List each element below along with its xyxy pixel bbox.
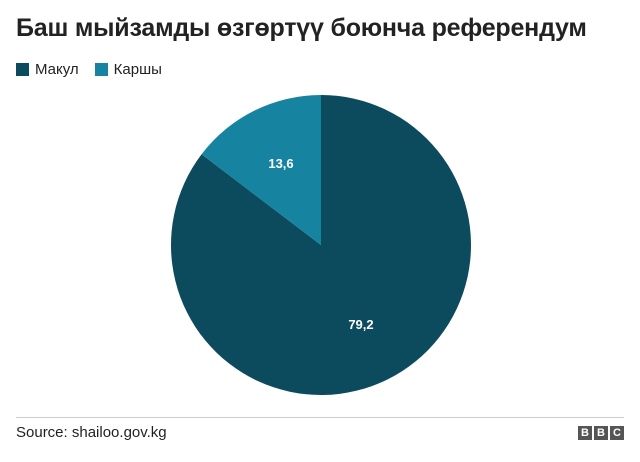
legend-label-makul: Макул bbox=[35, 61, 79, 78]
footer-divider bbox=[16, 417, 624, 418]
legend-swatch-makul bbox=[16, 63, 29, 76]
logo-letter-b2: B bbox=[594, 426, 608, 440]
logo-letter-c: C bbox=[610, 426, 624, 440]
chart-title: Баш мыйзамды өзгөртүү боюнча референдум bbox=[16, 14, 587, 42]
slice-label-karshy: 13,6 bbox=[268, 156, 293, 171]
pie-slice-karshy bbox=[201, 95, 321, 245]
legend: Макул Каршы bbox=[16, 61, 178, 78]
bbc-logo: B B C bbox=[576, 426, 624, 440]
logo-letter-b1: B bbox=[578, 426, 592, 440]
legend-swatch-karshy bbox=[94, 63, 108, 76]
slice-label-makul: 79,2 bbox=[348, 317, 373, 332]
legend-item-karshy: Каршы bbox=[94, 61, 162, 78]
legend-item-makul: Макул bbox=[16, 61, 79, 78]
legend-label-karshy: Каршы bbox=[113, 61, 162, 78]
source-note: Source: shailoo.gov.kg bbox=[16, 424, 167, 441]
